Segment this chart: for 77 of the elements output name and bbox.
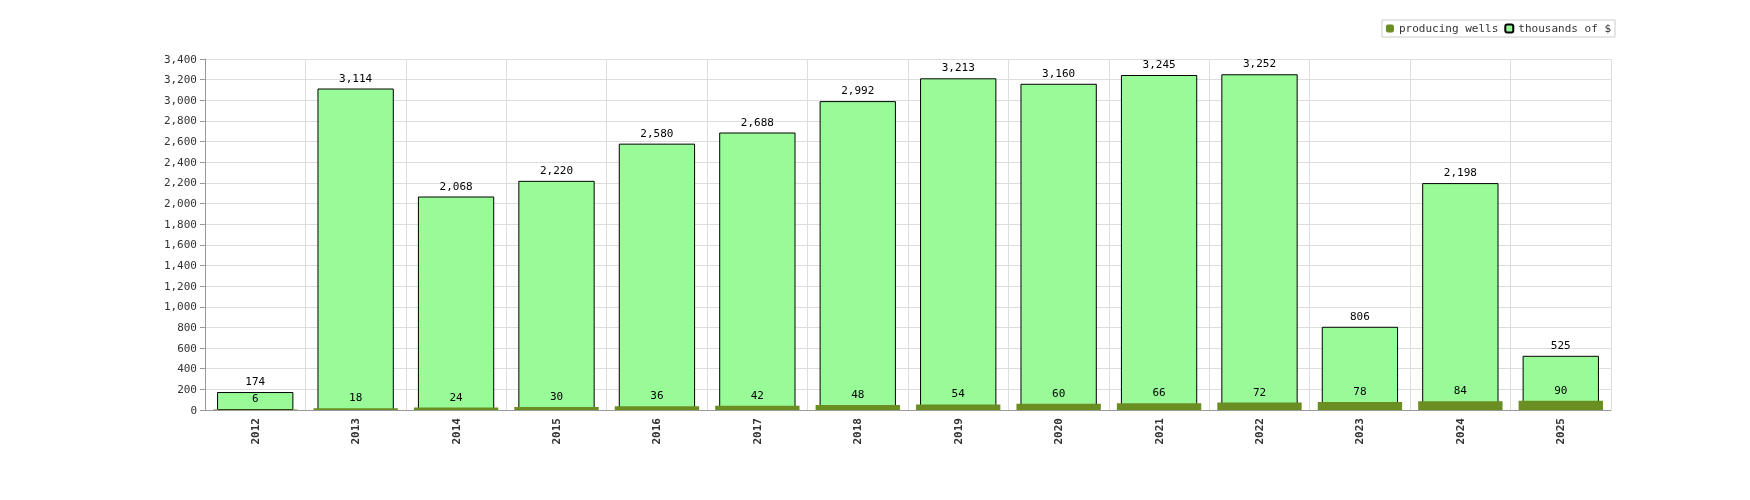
y-tick-label: 400 <box>177 362 197 376</box>
x-tick-label: 2012 <box>248 418 262 445</box>
x-tick-label: 2018 <box>851 418 865 445</box>
y-tick-label: 2,400 <box>163 155 197 169</box>
data-label: 36 <box>650 389 664 403</box>
y-tick-label: 1,600 <box>163 238 197 252</box>
data-label: 66 <box>1152 386 1166 400</box>
data-label: 3,245 <box>1142 58 1176 71</box>
legend-label: producing wells <box>1398 22 1499 35</box>
x-tick-label: 2017 <box>750 418 764 445</box>
bar <box>614 406 700 410</box>
data-label: 42 <box>750 388 764 402</box>
data-label: 6 <box>251 392 259 406</box>
bar <box>815 405 900 410</box>
y-tick-label: 200 <box>177 382 197 396</box>
y-tick-label: 1,000 <box>163 300 197 314</box>
y-tick-label: 800 <box>177 320 197 334</box>
bar <box>217 392 294 410</box>
y-tick-label: 2,600 <box>163 135 197 149</box>
y-tick-label: 1,800 <box>163 217 197 231</box>
bar <box>1317 401 1403 410</box>
data-label: 3,160 <box>1042 66 1076 80</box>
x-tick-label: 2014 <box>449 417 463 445</box>
y-tick-label: 600 <box>177 341 197 355</box>
data-label: 2,198 <box>1443 166 1477 180</box>
data-label: 54 <box>951 387 966 401</box>
x-tick-label: 2023 <box>1353 418 1367 445</box>
bar <box>1116 403 1202 410</box>
legend-label: thousands of $ <box>1518 22 1611 35</box>
y-tick-label: 2,800 <box>163 114 197 128</box>
y-tick-label: 3,200 <box>163 73 197 87</box>
x-tick-label: 2020 <box>1052 418 1066 445</box>
x-tick-label: 2013 <box>349 418 363 445</box>
data-label: 72 <box>1252 385 1267 399</box>
y-tick-label: 1,400 <box>163 258 197 272</box>
bar <box>417 196 495 410</box>
y-tick-label: 0 <box>190 403 197 417</box>
x-tick-label: 2022 <box>1253 418 1266 445</box>
data-label: 174 <box>245 375 266 389</box>
data-label: 2,992 <box>841 84 875 98</box>
data-label: 2,580 <box>640 126 674 140</box>
y-tick-label: 3,000 <box>163 93 197 107</box>
data-label: 18 <box>349 391 363 405</box>
data-label: 3,252 <box>1242 57 1277 71</box>
bar <box>514 406 599 410</box>
x-tick-label: 2025 <box>1554 418 1568 445</box>
data-label: 78 <box>1353 384 1367 398</box>
bar <box>317 88 394 410</box>
data-label: 2,068 <box>439 179 473 193</box>
bar <box>1016 403 1101 410</box>
bar <box>916 404 1001 410</box>
x-tick-label: 2015 <box>550 418 563 445</box>
y-tick-label: 3,400 <box>163 52 197 66</box>
data-label: 3,114 <box>339 71 373 85</box>
data-label: 90 <box>1554 383 1568 397</box>
y-tick-label: 1,200 <box>163 279 197 293</box>
bar <box>1518 400 1603 410</box>
bar <box>1217 402 1302 410</box>
data-label: 806 <box>1349 309 1370 323</box>
data-label: 2,688 <box>740 115 774 129</box>
data-label: 48 <box>851 388 865 402</box>
data-label: 30 <box>549 389 564 403</box>
bar <box>1418 401 1503 410</box>
y-tick-label: 2,000 <box>163 197 197 211</box>
data-label: 525 <box>1550 338 1571 352</box>
bar <box>715 405 800 410</box>
bar <box>518 180 595 410</box>
y-tick-label: 2,200 <box>163 176 197 190</box>
x-tick-label: 2021 <box>1152 417 1166 445</box>
data-label: 3,213 <box>941 61 975 75</box>
data-label: 24 <box>449 390 464 404</box>
data-label: 84 <box>1453 384 1468 398</box>
x-tick-label: 2016 <box>650 417 664 445</box>
x-tick-label: 2024 <box>1453 417 1467 445</box>
data-label: 2,220 <box>539 163 574 177</box>
data-label: 60 <box>1052 386 1066 400</box>
x-tick-label: 2019 <box>951 418 965 445</box>
